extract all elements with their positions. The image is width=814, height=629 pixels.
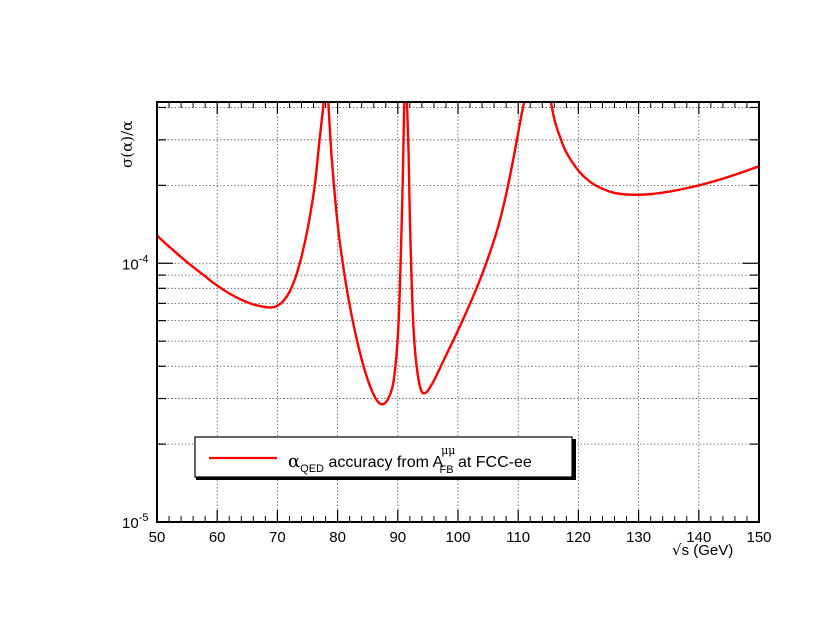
y-tick-base: 10 bbox=[122, 515, 139, 532]
series-line-segment-0 bbox=[157, 102, 325, 309]
x-axis-title: √s (GeV) bbox=[672, 541, 733, 559]
x-tick-label: 150 bbox=[746, 529, 771, 546]
y-tick-exponent: -4 bbox=[139, 253, 149, 265]
legend-fcc-text: at FCC-ee bbox=[454, 454, 532, 471]
x-tick-labels: 50 60 70 80 90 100 110 120 130 140 150 bbox=[149, 529, 772, 546]
series-line-segment-2 bbox=[405, 102, 526, 395]
legend-accuracy-text: accuracy from A bbox=[324, 454, 443, 471]
grid bbox=[157, 102, 759, 522]
y-tick-label: 10-4 bbox=[122, 253, 148, 273]
series-line-segment-1 bbox=[327, 102, 406, 406]
legend: αQED accuracy from Aμμ FB at FCC-ee bbox=[194, 436, 576, 480]
legend-alpha: α bbox=[288, 451, 300, 472]
series-line-segment-3 bbox=[549, 102, 759, 196]
y-tick-exponent: -5 bbox=[139, 512, 149, 524]
x-tick-label: 50 bbox=[149, 529, 166, 546]
x-tick-label: 60 bbox=[209, 529, 226, 546]
x-tick-label: 90 bbox=[389, 529, 406, 546]
x-tick-label: 130 bbox=[626, 529, 651, 546]
x-tick-label: 140 bbox=[686, 529, 711, 546]
x-axis-title-text: s (GeV) bbox=[682, 542, 734, 559]
x-tick-label: 110 bbox=[506, 529, 530, 546]
y-tick-base: 10 bbox=[122, 256, 139, 273]
legend-mumu-superscript: μμ bbox=[441, 444, 455, 457]
legend-qed-subscript: QED bbox=[300, 463, 324, 475]
data-curves bbox=[157, 102, 759, 406]
plot-frame bbox=[156, 101, 760, 523]
x-tick-label: 70 bbox=[269, 529, 286, 546]
legend-fb-subscript: FB bbox=[439, 464, 453, 476]
x-tick-label: 120 bbox=[566, 529, 591, 546]
y-axis-title: σ(α)/α bbox=[118, 121, 136, 168]
y-tick-label: 10-5 bbox=[122, 512, 148, 532]
x-tick-label: 80 bbox=[329, 529, 346, 546]
y-tick-labels: 10-510-4 bbox=[122, 253, 148, 532]
legend-entry: αQED accuracy from Aμμ FB at FCC-ee bbox=[288, 444, 532, 476]
sqrt-symbol: √ bbox=[672, 541, 682, 559]
x-tick-label: 100 bbox=[445, 529, 470, 546]
